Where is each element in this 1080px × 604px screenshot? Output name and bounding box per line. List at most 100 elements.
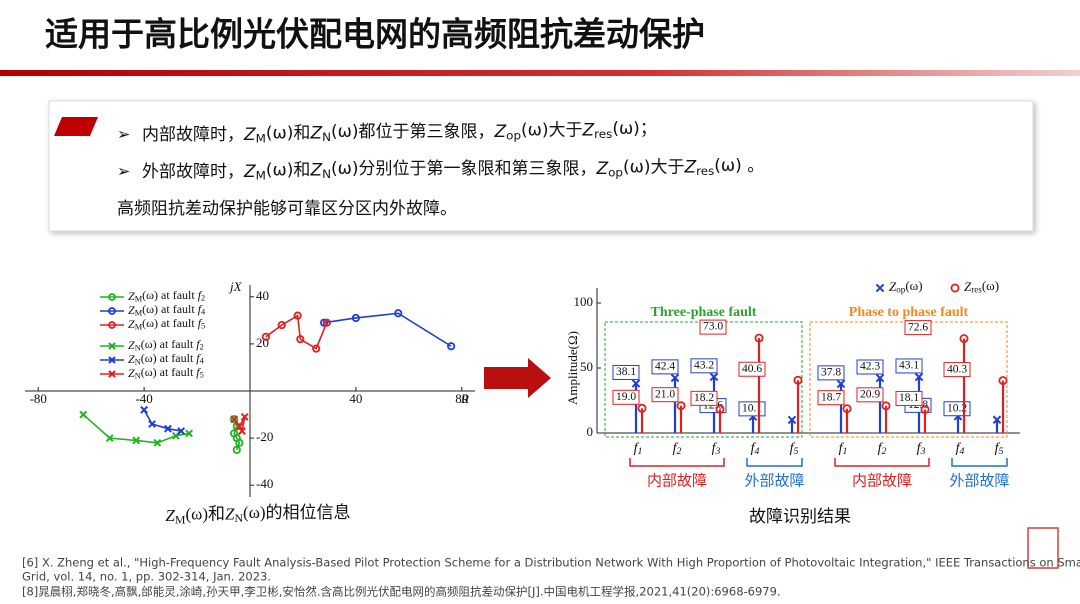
caption: 故障识别结果 [749, 507, 851, 527]
arrow [484, 358, 551, 398]
group-box [604, 321, 803, 438]
text-run: M [135, 294, 143, 303]
series-line [82, 413, 190, 444]
text-run: N [322, 167, 331, 181]
text-run: (ω)的相位信息 [243, 503, 351, 522]
text-run: (ω)分别位于第一象限和第三象限， [331, 159, 597, 179]
subgroup-label: 外部故障 [744, 472, 804, 490]
legend-label: ZM(ω) at fault f4 [128, 302, 206, 318]
marker [108, 321, 116, 329]
text-run: 4 [201, 307, 206, 316]
text-run: M [135, 308, 143, 317]
value-label: 42.4 [655, 361, 675, 373]
x-tick-label: f5 [995, 441, 1004, 457]
marker [140, 405, 149, 414]
text-run: f [198, 302, 203, 316]
x-tick-label: f1 [634, 441, 643, 457]
series-line [265, 314, 328, 350]
bullet-glyph: ➢ [117, 125, 130, 144]
text-run: N [135, 371, 141, 380]
marker [787, 415, 797, 425]
text-run: 5 [201, 321, 205, 330]
text-run: f [198, 316, 203, 330]
legend-label: ZN(ω) at fault f5 [128, 365, 204, 381]
bracket [629, 458, 725, 467]
value-label: 21.0 [655, 388, 675, 400]
x-tick-label: f4 [751, 441, 760, 457]
value-label-box [690, 358, 718, 374]
x-tick-label: 80 [455, 391, 468, 406]
marker [240, 413, 249, 421]
corner-deco [1027, 527, 1059, 569]
bullet-glyph: ➢ [117, 162, 130, 181]
text-run: N [135, 343, 141, 352]
text-run: 2 [201, 293, 205, 302]
value-label: 72.6 [908, 321, 928, 333]
x-tick-label: f5 [790, 441, 799, 457]
value-label-box [856, 359, 884, 375]
text-run: Z [309, 160, 322, 180]
marker [230, 415, 239, 424]
marker [185, 429, 194, 438]
text-run: (ω)都位于第三象限， [331, 122, 495, 142]
marker [108, 307, 116, 315]
value-label: 10.2 [947, 402, 967, 414]
legend-label: ZM(ω) at fault f2 [128, 288, 205, 304]
summary-box [48, 100, 1034, 232]
marker [153, 438, 162, 447]
value-label: 18.7 [821, 391, 841, 403]
value-label: 40.3 [947, 363, 967, 375]
value-label-box [856, 387, 884, 403]
value-label-box [817, 365, 845, 381]
title: 适用于高比例光伏配电网的高频阻抗差动保护 [45, 15, 705, 54]
marker [914, 372, 924, 382]
legend-label: ZM(ω) at fault f5 [128, 316, 205, 332]
marker [842, 404, 852, 414]
caption: ZM(ω)和ZN(ω)的相位信息 [165, 503, 350, 526]
text-run: N [234, 511, 243, 525]
bracket [746, 458, 803, 467]
x-tick-label: -80 [30, 391, 47, 406]
series-line [143, 409, 182, 432]
text-run: Z [596, 159, 609, 179]
text-run: Z [684, 157, 697, 177]
marker [394, 309, 403, 318]
marker [920, 404, 930, 414]
value-label-box [817, 390, 845, 406]
conclusion: 高频阻抗差动保护能够可靠区分区内外故障。 [117, 199, 457, 219]
marker [232, 445, 241, 454]
y-tick-label: -20 [256, 429, 273, 444]
x-axis-label: R [460, 391, 469, 406]
title-rule [0, 70, 1080, 76]
text-run: 内部故障时， [142, 125, 244, 145]
marker [108, 342, 116, 350]
marker [79, 410, 88, 419]
value-label: 20.9 [860, 388, 880, 400]
text-run: Z [964, 279, 972, 294]
text-run: (ω)大于 [521, 120, 583, 140]
value-label-box [612, 389, 640, 405]
value-label: 19.0 [616, 391, 636, 403]
text-run: res [696, 163, 714, 177]
text-run: Z [165, 506, 175, 525]
value-label-box [943, 362, 971, 378]
group-title: Phase to phase fault [849, 305, 969, 320]
text-run: 2 [200, 342, 204, 351]
y-tick-label: -40 [256, 476, 273, 491]
y-tick-label: 20 [256, 335, 269, 350]
marker [132, 436, 141, 445]
text-run: (ω) at fault [142, 302, 198, 316]
text-run: M [135, 322, 143, 331]
marker [322, 318, 331, 327]
text-run: (ω) at fault [142, 288, 198, 302]
text-run: Z [128, 317, 135, 331]
marker [950, 283, 960, 293]
value-label: 43.2 [694, 359, 714, 371]
text-run: f [198, 288, 203, 302]
value-label-box [651, 359, 679, 375]
marker [631, 379, 641, 388]
marker [836, 379, 846, 389]
text-run: 外部故障时， [142, 162, 244, 182]
x-tick-label: -40 [135, 391, 152, 406]
